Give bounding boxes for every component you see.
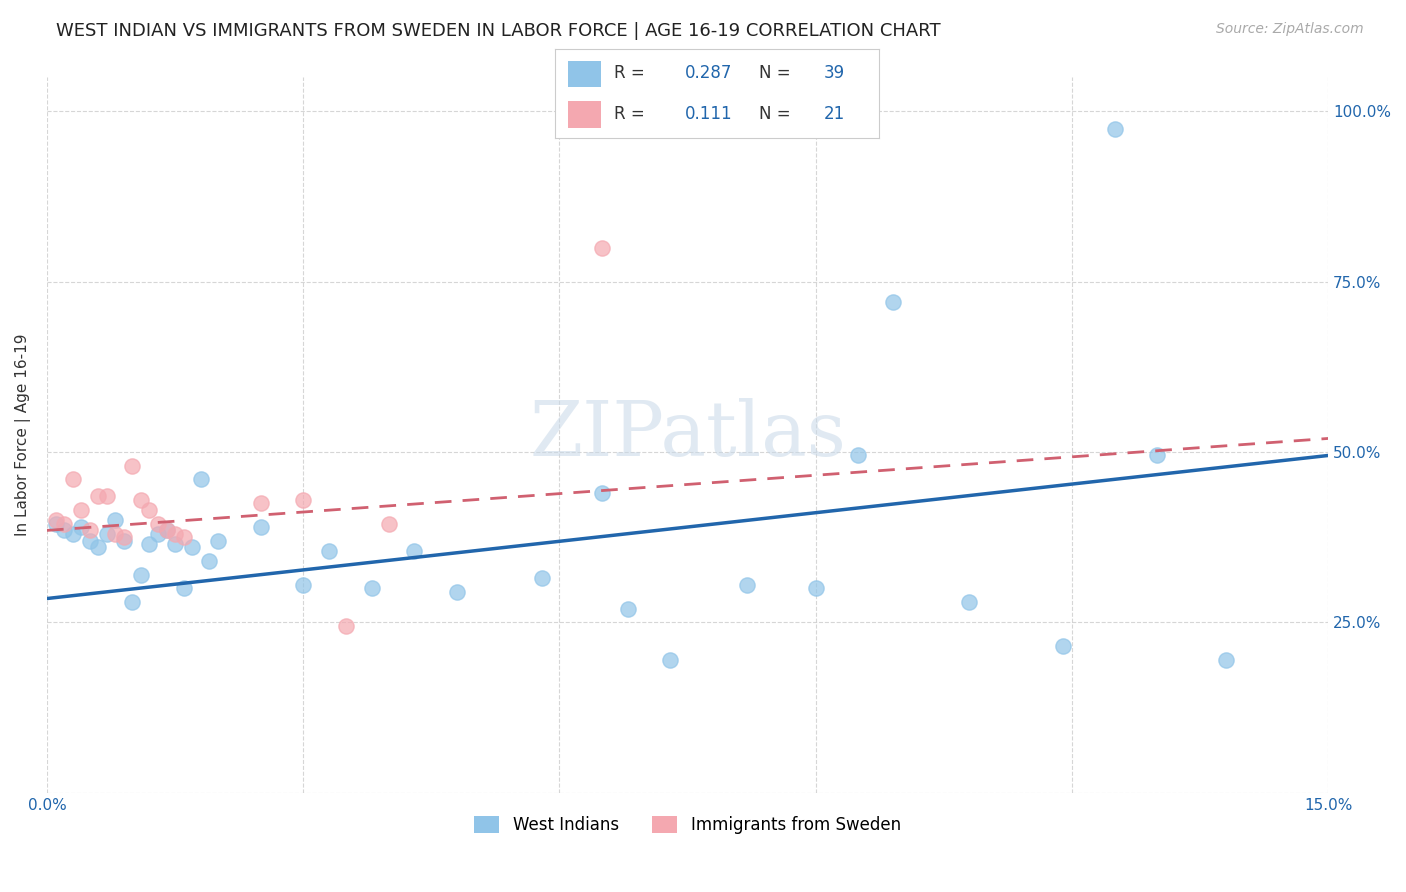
Point [96,489,118,503]
Point [112,530,135,544]
Point [804,582,827,596]
Point [1052,639,1074,653]
Point [737,578,759,592]
Point [104,513,127,527]
Text: WEST INDIAN VS IMMIGRANTS FROM SWEDEN IN LABOR FORCE | AGE 16-19 CORRELATION CHA: WEST INDIAN VS IMMIGRANTS FROM SWEDEN IN… [56,22,941,40]
FancyBboxPatch shape [568,61,600,87]
Text: 0.111: 0.111 [685,105,733,123]
Point [62,472,84,486]
Point [104,526,127,541]
Point [173,582,195,596]
Text: 39: 39 [824,64,845,82]
Point [377,516,399,531]
Point [591,241,613,255]
Point [87,541,110,555]
Point [44,513,66,527]
Point [882,295,904,310]
Point [659,653,682,667]
Point [207,533,229,548]
Point [335,619,357,633]
Point [129,492,152,507]
Point [181,541,204,555]
Point [292,578,315,592]
Point [1104,121,1126,136]
Point [44,516,66,531]
Text: ZIPatlas: ZIPatlas [529,398,846,472]
Point [165,526,187,541]
Point [957,595,980,609]
Point [190,472,212,486]
Point [62,526,84,541]
Point [1215,653,1237,667]
Point [318,544,340,558]
Text: R =: R = [613,105,655,123]
Point [591,486,613,500]
Text: 21: 21 [824,105,845,123]
Point [616,601,638,615]
Point [53,524,76,538]
Text: 0.287: 0.287 [685,64,733,82]
Point [112,533,135,548]
Point [165,537,187,551]
Point [198,554,221,568]
Point [79,524,101,538]
Y-axis label: In Labor Force | Age 16-19: In Labor Force | Age 16-19 [15,334,31,536]
Text: R =: R = [613,64,650,82]
Text: Source: ZipAtlas.com: Source: ZipAtlas.com [1216,22,1364,37]
Point [146,516,169,531]
Point [249,496,271,510]
Point [70,520,93,534]
FancyBboxPatch shape [568,101,600,128]
Point [446,584,468,599]
Point [121,458,143,473]
Legend: West Indians, Immigrants from Sweden: West Indians, Immigrants from Sweden [474,816,901,834]
Point [155,524,177,538]
Point [404,544,426,558]
Point [121,595,143,609]
Point [173,530,195,544]
Point [87,489,110,503]
Point [96,526,118,541]
Point [531,571,554,585]
Point [138,503,160,517]
Text: N =: N = [759,64,796,82]
Text: N =: N = [759,105,796,123]
Point [249,520,271,534]
Point [138,537,160,551]
Point [292,492,315,507]
Point [70,503,93,517]
Point [79,533,101,548]
Point [129,567,152,582]
Point [1146,449,1168,463]
Point [360,582,382,596]
Point [155,524,177,538]
Point [848,449,870,463]
Point [53,516,76,531]
Point [146,526,169,541]
